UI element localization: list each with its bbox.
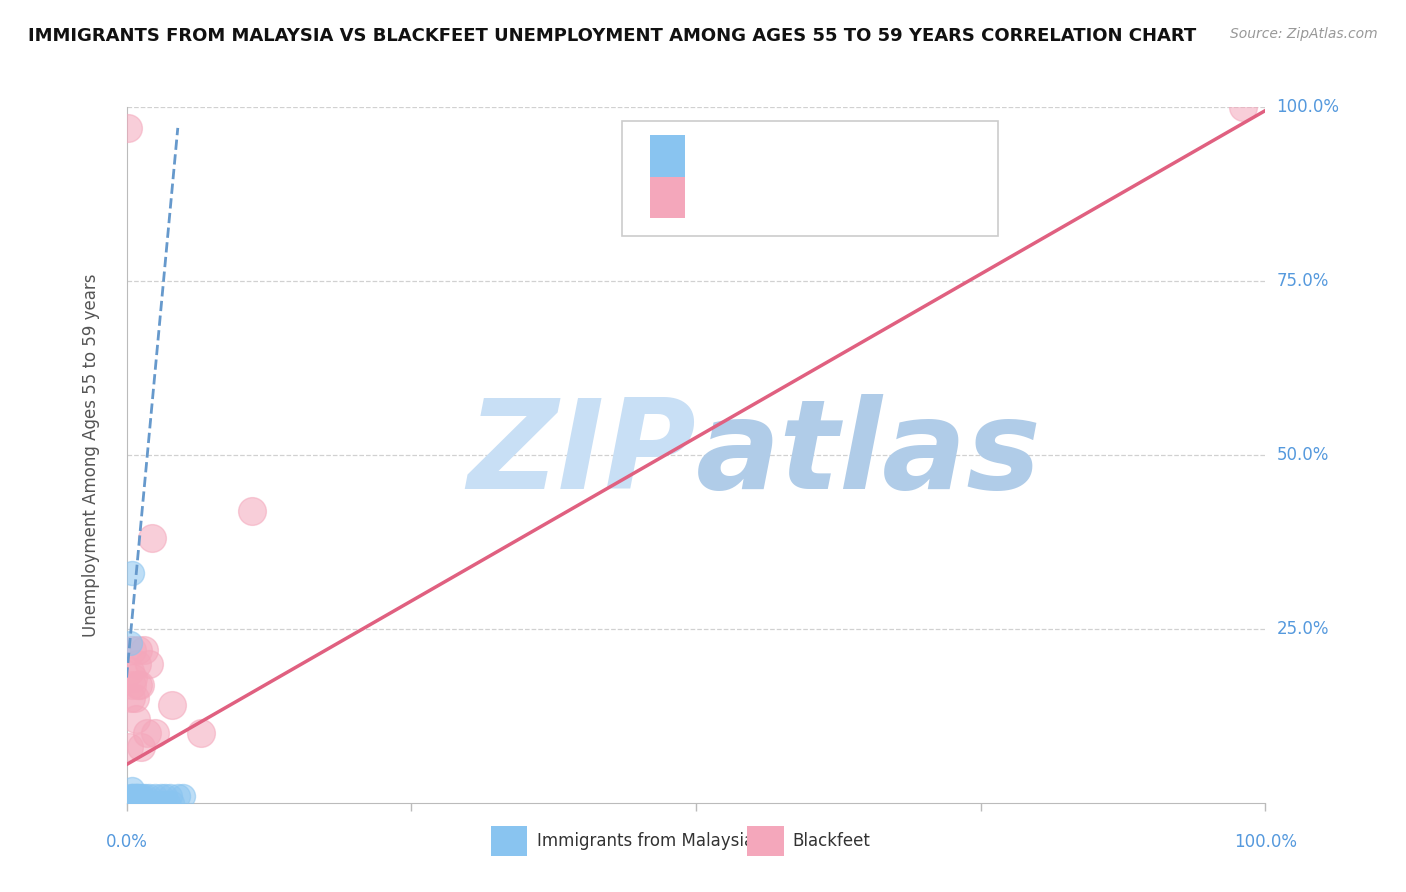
Point: [143, 726, 166, 740]
Point: [125, 796, 148, 810]
Y-axis label: Unemployment Among Ages 55 to 59 years: Unemployment Among Ages 55 to 59 years: [82, 273, 100, 637]
Text: 100.0%: 100.0%: [1277, 98, 1340, 116]
Point: [166, 789, 188, 803]
Point: [172, 789, 194, 803]
Point: [134, 789, 156, 803]
Point: [160, 796, 183, 810]
Point: [124, 796, 146, 810]
Point: [120, 796, 142, 810]
Text: atlas: atlas: [696, 394, 1042, 516]
Point: [156, 796, 179, 810]
Point: [155, 789, 177, 803]
Text: 25.0%: 25.0%: [1277, 620, 1329, 638]
Point: [127, 789, 149, 803]
Point: [118, 796, 141, 810]
Point: [127, 642, 149, 657]
Text: Blackfeet: Blackfeet: [793, 832, 870, 850]
Point: [122, 671, 145, 685]
Text: IMMIGRANTS FROM MALAYSIA VS BLACKFEET UNEMPLOYMENT AMONG AGES 55 TO 59 YEARS COR: IMMIGRANTS FROM MALAYSIA VS BLACKFEET UN…: [28, 27, 1197, 45]
Point: [124, 796, 146, 810]
Point: [141, 796, 163, 810]
Point: [118, 796, 141, 810]
Point: [122, 796, 145, 810]
Point: [118, 740, 141, 755]
Point: [138, 657, 160, 671]
Point: [125, 657, 148, 671]
Point: [132, 796, 155, 810]
Point: [118, 636, 141, 650]
Point: [121, 796, 143, 810]
Point: [118, 664, 141, 678]
Point: [131, 796, 153, 810]
Point: [148, 796, 170, 810]
Point: [136, 726, 159, 740]
Point: [124, 789, 146, 803]
Point: [141, 532, 163, 546]
Point: [143, 789, 166, 803]
Text: 50.0%: 50.0%: [1277, 446, 1329, 464]
Point: [121, 789, 143, 803]
Point: [138, 789, 160, 803]
FancyBboxPatch shape: [651, 177, 685, 219]
Point: [136, 796, 159, 810]
Point: [131, 789, 153, 803]
Text: R = 0.692   N = 22: R = 0.692 N = 22: [713, 186, 914, 205]
Point: [240, 503, 263, 517]
Point: [125, 789, 148, 803]
Text: ZIP: ZIP: [467, 394, 696, 516]
Point: [152, 796, 174, 810]
Point: [120, 691, 142, 706]
Point: [159, 789, 181, 803]
Point: [129, 789, 152, 803]
Point: [127, 796, 149, 810]
FancyBboxPatch shape: [651, 135, 685, 177]
Point: [124, 712, 146, 726]
Point: [190, 726, 212, 740]
Text: 75.0%: 75.0%: [1277, 272, 1329, 290]
Point: [121, 781, 143, 796]
Point: [120, 789, 142, 803]
Point: [1232, 100, 1254, 114]
FancyBboxPatch shape: [621, 121, 998, 235]
Point: [132, 642, 155, 657]
Point: [122, 789, 145, 803]
Point: [121, 566, 143, 581]
FancyBboxPatch shape: [491, 826, 527, 856]
Text: 100.0%: 100.0%: [1234, 833, 1296, 851]
Text: R = 0.598   N = 44: R = 0.598 N = 44: [713, 145, 914, 164]
Point: [117, 120, 139, 135]
Point: [120, 796, 142, 810]
Point: [127, 796, 149, 810]
Point: [122, 796, 145, 810]
Point: [127, 677, 149, 691]
Point: [128, 796, 150, 810]
Point: [118, 796, 141, 810]
Point: [124, 789, 146, 803]
Text: 0.0%: 0.0%: [105, 833, 148, 851]
Point: [124, 691, 146, 706]
Point: [160, 698, 183, 713]
Text: Source: ZipAtlas.com: Source: ZipAtlas.com: [1230, 27, 1378, 41]
Point: [121, 796, 143, 810]
FancyBboxPatch shape: [747, 826, 783, 856]
Point: [121, 642, 143, 657]
Point: [124, 796, 146, 810]
Point: [149, 789, 172, 803]
Point: [121, 677, 143, 691]
Point: [131, 740, 153, 755]
Text: Immigrants from Malaysia: Immigrants from Malaysia: [537, 832, 754, 850]
Point: [129, 677, 152, 691]
